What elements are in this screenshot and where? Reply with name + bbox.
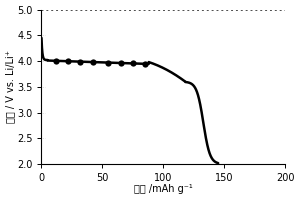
Y-axis label: 电位 / V vs. Li/Li⁺: 电位 / V vs. Li/Li⁺ [6,50,16,123]
X-axis label: 容量 /mAh g⁻¹: 容量 /mAh g⁻¹ [134,184,193,194]
